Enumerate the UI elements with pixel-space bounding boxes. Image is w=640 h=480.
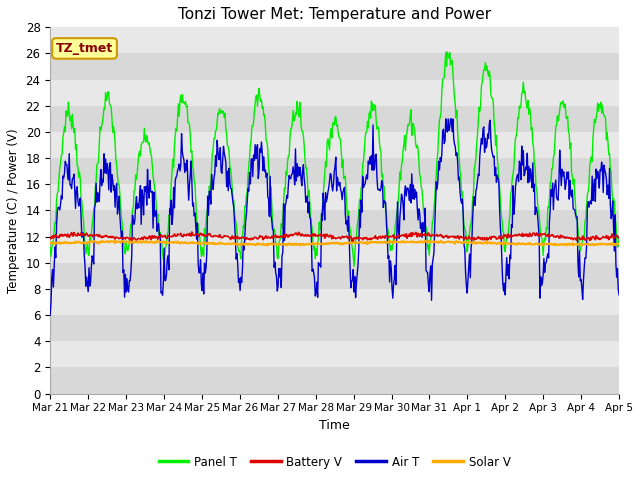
Bar bbox=[50, 184, 619, 210]
Battery V bbox=[188, 229, 196, 235]
Panel T bbox=[444, 49, 451, 55]
Battery V bbox=[57, 233, 65, 239]
Bar bbox=[50, 341, 619, 367]
Battery V bbox=[204, 233, 211, 239]
Air T bbox=[404, 185, 412, 191]
Solar V bbox=[115, 239, 123, 245]
Solar V bbox=[452, 238, 460, 244]
Battery V bbox=[615, 234, 623, 240]
Bar bbox=[50, 289, 619, 315]
Air T bbox=[173, 173, 180, 179]
Text: TZ_tmet: TZ_tmet bbox=[56, 42, 113, 55]
Battery V bbox=[46, 236, 54, 241]
Solar V bbox=[203, 241, 211, 247]
Panel T bbox=[46, 244, 54, 250]
Panel T bbox=[350, 264, 358, 269]
Solar V bbox=[540, 243, 547, 249]
X-axis label: Time: Time bbox=[319, 419, 350, 432]
Solar V bbox=[420, 238, 428, 244]
Line: Solar V: Solar V bbox=[50, 241, 619, 246]
Air T bbox=[615, 292, 623, 298]
Bar bbox=[50, 80, 619, 106]
Line: Battery V: Battery V bbox=[50, 232, 619, 242]
Bar bbox=[50, 315, 619, 341]
Solar V bbox=[404, 239, 412, 245]
Solar V bbox=[57, 241, 65, 247]
Battery V bbox=[422, 232, 430, 238]
Bar bbox=[50, 367, 619, 394]
Panel T bbox=[173, 128, 180, 134]
Panel T bbox=[615, 236, 623, 241]
Air T bbox=[57, 202, 65, 208]
Battery V bbox=[115, 236, 123, 241]
Air T bbox=[115, 193, 123, 199]
Solar V bbox=[615, 241, 623, 247]
Air T bbox=[420, 228, 428, 234]
Legend: Panel T, Battery V, Air T, Solar V: Panel T, Battery V, Air T, Solar V bbox=[154, 451, 515, 473]
Bar bbox=[50, 53, 619, 80]
Solar V bbox=[46, 240, 54, 245]
Panel T bbox=[57, 161, 65, 167]
Bar bbox=[50, 158, 619, 184]
Bar bbox=[50, 106, 619, 132]
Solar V bbox=[173, 240, 180, 246]
Panel T bbox=[115, 182, 123, 188]
Line: Panel T: Panel T bbox=[50, 52, 619, 266]
Bar bbox=[50, 237, 619, 263]
Panel T bbox=[421, 228, 429, 233]
Panel T bbox=[203, 209, 211, 215]
Bar bbox=[50, 132, 619, 158]
Battery V bbox=[406, 231, 413, 237]
Air T bbox=[46, 312, 54, 318]
Bar bbox=[50, 210, 619, 237]
Panel T bbox=[404, 123, 412, 129]
Bar bbox=[50, 27, 619, 53]
Y-axis label: Temperature (C) / Power (V): Temperature (C) / Power (V) bbox=[7, 128, 20, 293]
Battery V bbox=[349, 239, 357, 245]
Title: Tonzi Tower Met: Temperature and Power: Tonzi Tower Met: Temperature and Power bbox=[178, 7, 492, 22]
Air T bbox=[203, 249, 211, 254]
Air T bbox=[442, 116, 450, 122]
Line: Air T: Air T bbox=[50, 119, 619, 315]
Bar bbox=[50, 263, 619, 289]
Battery V bbox=[173, 233, 180, 239]
